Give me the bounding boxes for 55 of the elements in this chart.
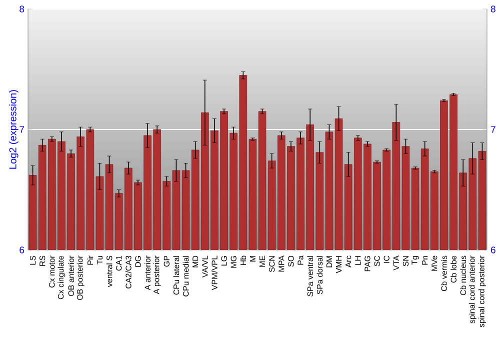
x-tick-label: A anterior [144,256,150,290]
x-tick-label: LG [221,256,227,266]
y2-tick-label: 6 [491,246,496,254]
x-tick-label: Pn [422,256,428,265]
x-tick-label: SC [374,256,380,266]
x-tick-label: SPa dorsal [316,256,323,294]
x-tick-label: M [250,256,256,262]
x-tick-label: OB posterior [76,256,84,300]
x-tick-label: CA1 [116,256,122,271]
x-tick-label: CPu lateral [173,256,180,295]
x-tick-label: Cb nucleus [460,256,466,296]
y-tick-label: 6 [20,246,24,254]
x-tick-label: MG [230,256,236,268]
x-tick-label: VA/VL [202,256,208,278]
x-tick-label: ME [260,256,266,267]
x-tick-label: MPA [278,255,284,272]
y2-tick-label: 7 [491,126,496,133]
x-tick-label: Hb [240,256,246,266]
x-tick-label: LS [30,256,36,265]
x-tick-label: MVe [432,256,438,271]
x-tick-label: OB anterior [68,256,74,296]
x-tick-label: MD [192,256,198,268]
x-tick-label: VMH [336,256,342,274]
x-tick-label: CA2/CA3 [125,256,132,288]
x-tick-label: SPa ventral [307,256,314,296]
x-tick-label: ventral S [106,256,112,287]
x-tick-label: Cx cingulate [58,256,66,300]
x-tick-label: spinal cord posterior [478,256,486,328]
x-tick-label: Cb lobe [450,256,456,283]
x-tick-label: Tg [412,256,419,265]
x-tick-label: IC [384,256,390,263]
x-tick-label: VTA [393,255,399,270]
x-tick-label: DG [135,256,141,267]
y-tick-label: 8 [20,6,24,12]
x-tick-label: spinal cord anterior [468,256,476,324]
x-tick-label: LH [355,256,361,266]
y-axis-title: Log2 (expression) [9,90,18,169]
x-tick-label: Pir [87,256,94,265]
x-tick-label: Arc [346,256,352,268]
x-tick-label: Cb vermis [441,256,447,292]
x-tick-label: DM [326,256,332,268]
x-tick-label: PAG [364,256,370,272]
x-tick-label: CPu medial [182,256,189,296]
x-tick-label: GP [164,256,170,267]
x-tick-label: Cx motor [49,256,55,288]
y-tick-label: 7 [20,126,24,133]
x-tick-label: SO [288,256,294,267]
x-tick-label: RS [40,256,46,266]
y2-tick-label: 8 [490,6,496,12]
x-tick-label: SN [402,256,409,266]
x-tick-label: SCN [269,256,275,272]
x-tick-label: Tu [96,256,103,264]
x-tick-label: Pa [298,255,304,265]
x-tick-label: A posterior [153,256,161,294]
x-tick-label: VPM/VPL [212,256,218,290]
